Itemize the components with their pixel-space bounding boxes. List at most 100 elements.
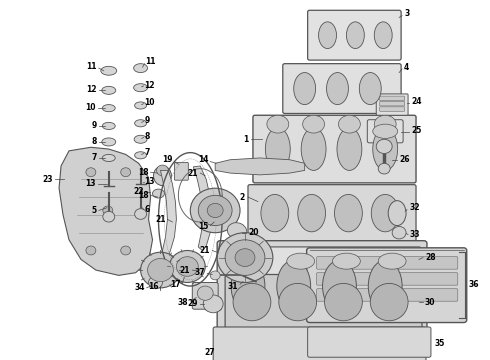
Text: 16: 16 (148, 282, 158, 291)
Ellipse shape (294, 73, 316, 105)
Text: 10: 10 (145, 98, 155, 107)
Text: 29: 29 (188, 300, 198, 309)
Text: 37: 37 (195, 268, 205, 277)
Text: 12: 12 (86, 85, 97, 94)
Polygon shape (193, 166, 212, 251)
Text: 15: 15 (198, 222, 208, 231)
FancyBboxPatch shape (225, 275, 422, 329)
Text: 12: 12 (145, 81, 155, 90)
Ellipse shape (135, 120, 147, 127)
Ellipse shape (337, 128, 362, 170)
Text: 32: 32 (409, 203, 419, 212)
Text: 26: 26 (399, 155, 410, 164)
Ellipse shape (326, 73, 348, 105)
Ellipse shape (333, 253, 360, 269)
Circle shape (198, 195, 232, 226)
Text: 3: 3 (404, 9, 409, 18)
Ellipse shape (371, 194, 399, 232)
Text: 14: 14 (197, 155, 208, 164)
Ellipse shape (279, 283, 317, 321)
Text: 25: 25 (411, 126, 421, 135)
Text: 24: 24 (411, 96, 421, 105)
Circle shape (86, 168, 96, 177)
Ellipse shape (346, 22, 365, 49)
Text: 11: 11 (146, 57, 156, 66)
Ellipse shape (298, 194, 325, 232)
Ellipse shape (335, 194, 362, 232)
Circle shape (217, 233, 273, 283)
Ellipse shape (324, 283, 362, 321)
Circle shape (210, 271, 220, 280)
Circle shape (197, 286, 213, 300)
Ellipse shape (231, 260, 265, 312)
Text: 30: 30 (425, 298, 436, 307)
Text: 11: 11 (86, 62, 97, 71)
FancyBboxPatch shape (380, 102, 405, 106)
Text: 31: 31 (227, 282, 238, 291)
FancyBboxPatch shape (308, 10, 401, 60)
Ellipse shape (135, 152, 147, 159)
FancyBboxPatch shape (380, 107, 405, 111)
Ellipse shape (359, 73, 381, 105)
Ellipse shape (287, 253, 315, 269)
FancyBboxPatch shape (376, 94, 408, 115)
Ellipse shape (374, 22, 392, 49)
Circle shape (86, 246, 96, 255)
Circle shape (170, 251, 205, 283)
Ellipse shape (301, 128, 326, 170)
Circle shape (392, 226, 406, 239)
Text: 9: 9 (145, 116, 150, 125)
Circle shape (225, 240, 265, 275)
Ellipse shape (368, 260, 402, 312)
Polygon shape (215, 158, 305, 175)
Ellipse shape (134, 135, 147, 143)
FancyBboxPatch shape (205, 298, 221, 310)
Text: 13: 13 (85, 179, 96, 188)
Ellipse shape (135, 102, 147, 109)
Text: 38: 38 (178, 298, 188, 307)
Ellipse shape (134, 84, 147, 92)
Ellipse shape (384, 336, 410, 355)
FancyBboxPatch shape (248, 185, 416, 242)
Text: 23: 23 (43, 175, 53, 184)
FancyBboxPatch shape (317, 273, 458, 285)
Ellipse shape (102, 138, 116, 146)
Ellipse shape (153, 166, 172, 185)
Text: 1: 1 (243, 135, 248, 144)
Text: 4: 4 (404, 63, 409, 72)
Circle shape (235, 249, 255, 266)
Ellipse shape (305, 336, 331, 355)
Text: 2: 2 (240, 193, 245, 202)
Ellipse shape (102, 105, 115, 112)
Text: 27: 27 (204, 348, 215, 357)
Text: 5: 5 (92, 206, 97, 215)
Text: 8: 8 (92, 136, 97, 145)
Ellipse shape (267, 115, 289, 133)
Ellipse shape (322, 260, 356, 312)
Ellipse shape (102, 86, 116, 94)
Text: 8: 8 (145, 132, 150, 141)
FancyBboxPatch shape (174, 162, 188, 180)
Ellipse shape (266, 128, 290, 170)
Ellipse shape (225, 336, 251, 355)
FancyBboxPatch shape (308, 327, 431, 357)
Ellipse shape (370, 283, 408, 321)
Text: 35: 35 (435, 339, 445, 348)
Ellipse shape (102, 122, 115, 130)
Circle shape (156, 165, 169, 176)
Ellipse shape (102, 154, 115, 162)
Circle shape (176, 257, 198, 276)
Circle shape (103, 206, 113, 215)
Text: 34: 34 (134, 283, 145, 292)
Text: 33: 33 (409, 230, 419, 239)
Ellipse shape (303, 115, 324, 133)
Text: 17: 17 (170, 280, 180, 289)
FancyBboxPatch shape (228, 247, 421, 275)
Text: 36: 36 (469, 280, 479, 289)
Ellipse shape (378, 253, 406, 269)
Ellipse shape (388, 201, 406, 226)
Ellipse shape (373, 128, 397, 170)
Ellipse shape (339, 115, 360, 133)
Circle shape (378, 163, 390, 174)
Polygon shape (59, 147, 152, 275)
